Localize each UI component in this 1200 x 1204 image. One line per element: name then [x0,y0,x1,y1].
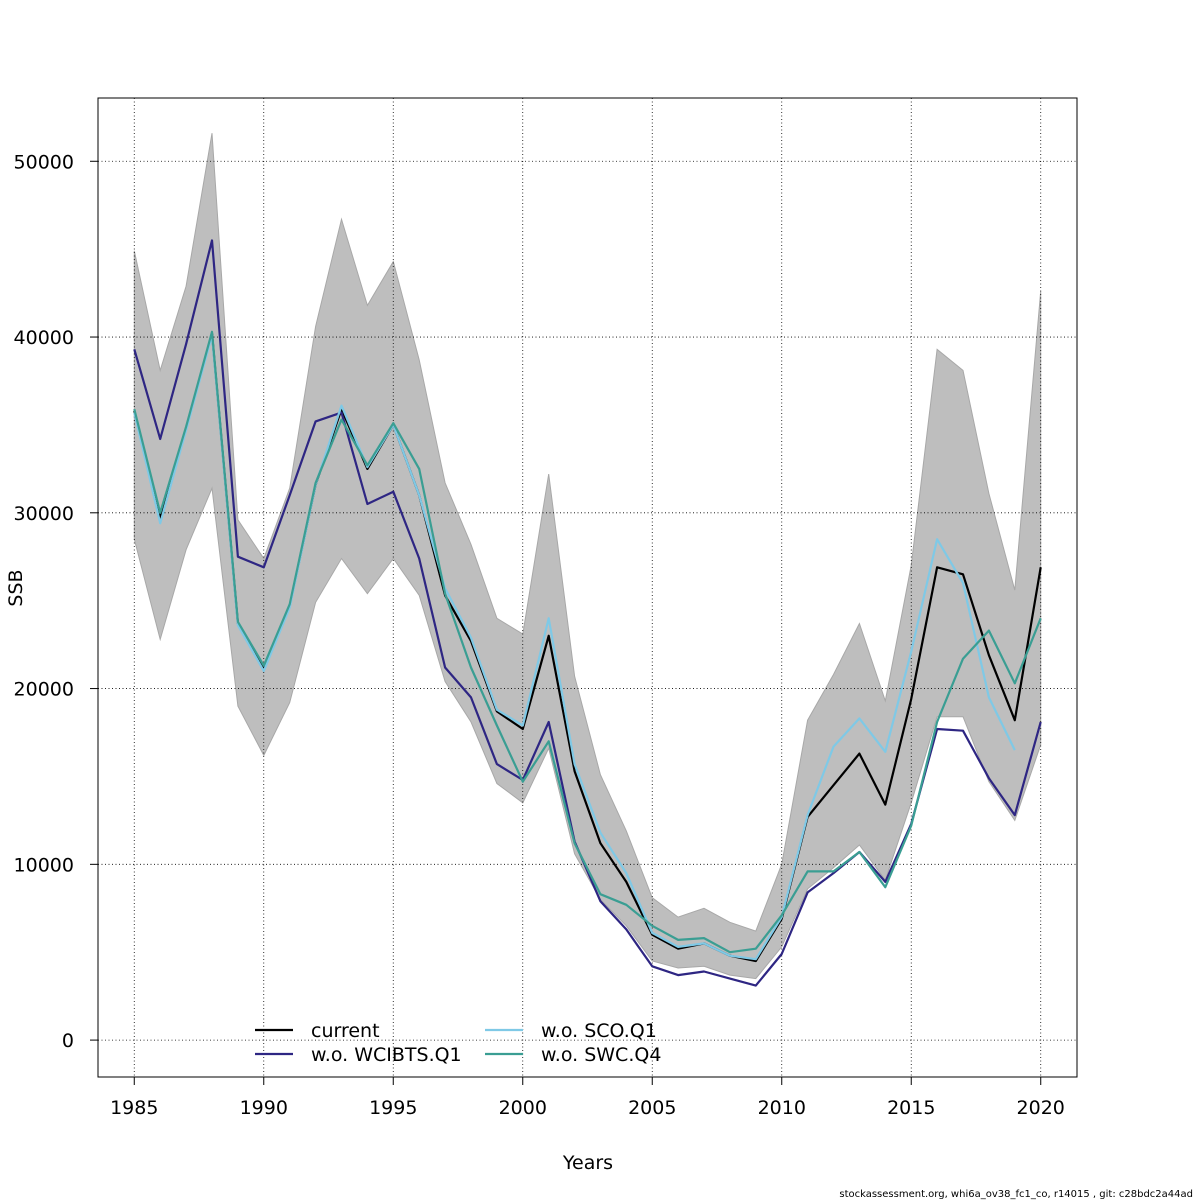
x-tick-label: 2000 [499,1097,547,1119]
x-axis: 1985 1990 1995 2000 2005 2010 2015 2020 [110,1077,1065,1119]
plot-frame [97,97,1078,1078]
y-tick-label: 0 [62,1030,74,1052]
legend-label-2: w.o. SCO.Q1 [541,1020,657,1042]
footer-text: stockassessment.org, whi6a_ov38_fc1_co, … [839,1189,1193,1200]
x-tick-label: 2020 [1017,1097,1065,1119]
x-tick-label: 1985 [110,1097,158,1119]
y-tick-label: 30000 [14,503,74,525]
x-tick-label: 1990 [240,1097,288,1119]
x-tick-label: 1995 [369,1097,417,1119]
series-line-3 [133,330,1042,954]
legend-label-3: w.o. SWC.Q4 [541,1044,661,1066]
y-tick-label: 10000 [14,854,74,876]
y-axis-title: SSB [5,569,27,606]
series-line-1 [133,239,1042,987]
y-tick-label: 20000 [14,679,74,701]
y-tick-label: 50000 [14,151,74,173]
x-tick-label: 2015 [887,1097,935,1119]
y-tick-label: 40000 [14,327,74,349]
y-axis: 0 10000 20000 30000 40000 50000 [14,151,98,1052]
x-axis-title: Years [562,1152,613,1174]
series-line-2 [133,334,1016,961]
legend-label-0: current [311,1020,380,1042]
confidence-band [133,133,1042,980]
series-layer [133,239,1042,987]
confidence-band-layer [133,133,1042,980]
x-tick-label: 2010 [758,1097,806,1119]
x-tick-label: 2005 [628,1097,676,1119]
legend-label-1: w.o. WCIBTS.Q1 [311,1044,462,1066]
